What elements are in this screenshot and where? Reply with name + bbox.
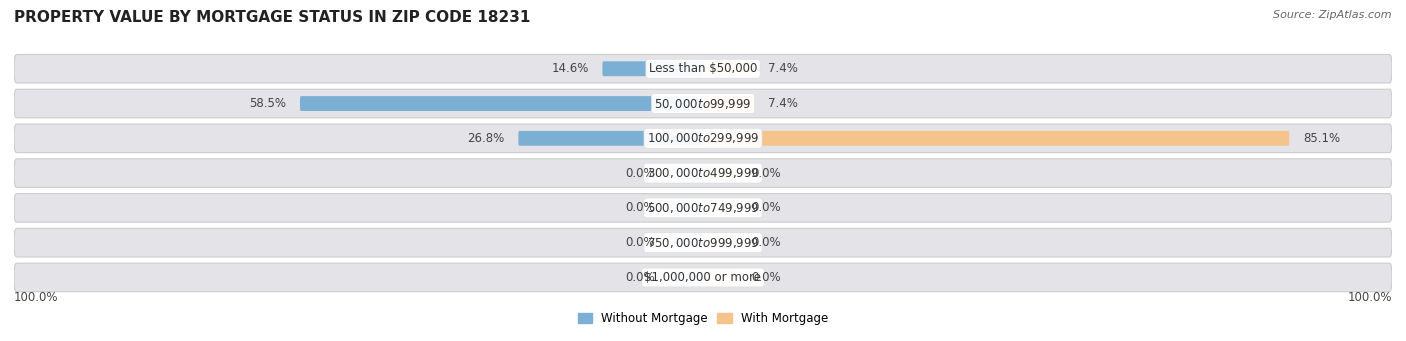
Text: 85.1%: 85.1% [1303,132,1340,145]
Text: $300,000 to $499,999: $300,000 to $499,999 [647,166,759,180]
FancyBboxPatch shape [14,159,1392,187]
FancyBboxPatch shape [669,235,703,250]
FancyBboxPatch shape [669,270,703,285]
FancyBboxPatch shape [299,96,703,111]
Text: 0.0%: 0.0% [751,167,780,180]
FancyBboxPatch shape [14,263,1392,292]
FancyBboxPatch shape [703,166,738,180]
FancyBboxPatch shape [703,270,738,285]
FancyBboxPatch shape [519,131,703,146]
FancyBboxPatch shape [14,194,1392,222]
FancyBboxPatch shape [14,228,1392,257]
FancyBboxPatch shape [14,89,1392,118]
Text: 0.0%: 0.0% [626,167,655,180]
Text: $100,000 to $299,999: $100,000 to $299,999 [647,131,759,145]
Text: $1,000,000 or more: $1,000,000 or more [644,271,762,284]
FancyBboxPatch shape [669,166,703,180]
Text: Source: ZipAtlas.com: Source: ZipAtlas.com [1274,10,1392,20]
FancyBboxPatch shape [14,124,1392,152]
FancyBboxPatch shape [703,131,1289,146]
Text: $750,000 to $999,999: $750,000 to $999,999 [647,236,759,250]
Text: 7.4%: 7.4% [768,97,797,110]
Text: 0.0%: 0.0% [751,271,780,284]
Text: Less than $50,000: Less than $50,000 [648,62,758,75]
Text: 0.0%: 0.0% [626,271,655,284]
Text: 0.0%: 0.0% [751,202,780,214]
Text: $500,000 to $749,999: $500,000 to $749,999 [647,201,759,215]
Text: 0.0%: 0.0% [626,236,655,249]
Text: 100.0%: 100.0% [14,291,59,304]
Text: 58.5%: 58.5% [249,97,287,110]
FancyBboxPatch shape [703,96,754,111]
Text: PROPERTY VALUE BY MORTGAGE STATUS IN ZIP CODE 18231: PROPERTY VALUE BY MORTGAGE STATUS IN ZIP… [14,10,530,25]
FancyBboxPatch shape [669,201,703,215]
FancyBboxPatch shape [703,61,754,76]
Legend: Without Mortgage, With Mortgage: Without Mortgage, With Mortgage [578,312,828,325]
Text: 26.8%: 26.8% [467,132,505,145]
FancyBboxPatch shape [703,201,738,215]
Text: 7.4%: 7.4% [768,62,797,75]
Text: 14.6%: 14.6% [551,62,589,75]
Text: 0.0%: 0.0% [626,202,655,214]
FancyBboxPatch shape [14,55,1392,83]
FancyBboxPatch shape [602,61,703,76]
Text: 0.0%: 0.0% [751,236,780,249]
Text: 100.0%: 100.0% [1347,291,1392,304]
Text: $50,000 to $99,999: $50,000 to $99,999 [654,97,752,110]
FancyBboxPatch shape [703,235,738,250]
